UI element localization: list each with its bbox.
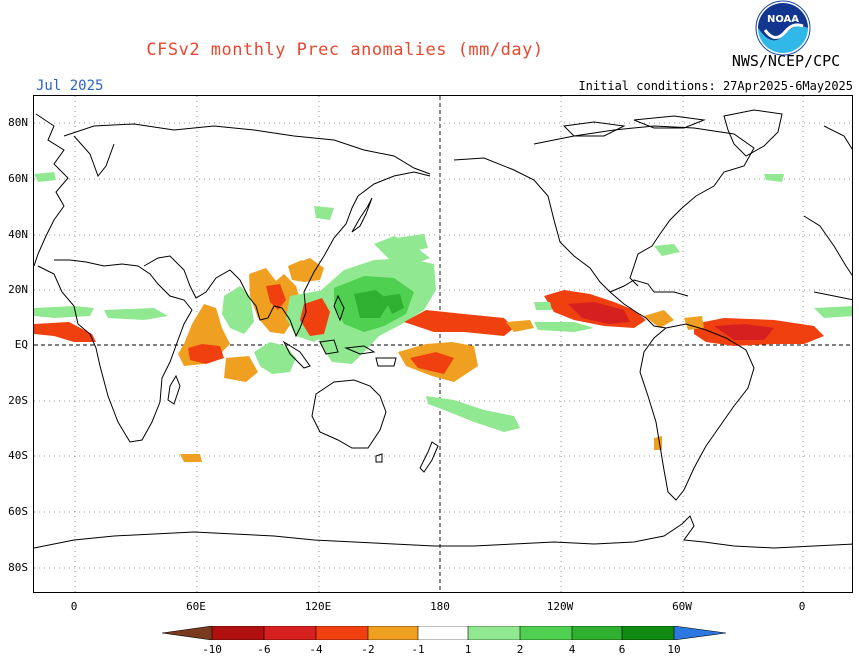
precip-anomalies xyxy=(34,172,852,462)
colorbar-label: -6 xyxy=(257,643,271,656)
lat-label-40s: 40S xyxy=(8,449,28,462)
lat-label-60s: 60S xyxy=(8,505,28,518)
lon-label-180: 180 xyxy=(430,600,450,613)
lat-label-80s: 80S xyxy=(8,561,28,574)
colorbar-label: 4 xyxy=(568,643,576,656)
colorbar-bin xyxy=(264,626,316,640)
lon-label-120e: 120E xyxy=(304,600,332,613)
agency-label: NWS/NCEP/CPC xyxy=(731,52,841,70)
colorbar-bin xyxy=(316,626,368,640)
colorbar-label: -10 xyxy=(202,643,222,656)
colorbar xyxy=(162,626,726,640)
lat-label-80n: 80N xyxy=(8,116,28,129)
lon-label-60e: 60E xyxy=(186,600,206,613)
colorbar-bin xyxy=(572,626,622,640)
anomaly-map xyxy=(34,96,852,592)
colorbar-label: -2 xyxy=(361,643,375,656)
colorbar-bin xyxy=(212,626,264,640)
colorbar-bin xyxy=(520,626,572,640)
lat-label-40n: 40N xyxy=(8,228,28,241)
colorbar-label: -4 xyxy=(309,643,323,656)
colorbar-label: -1 xyxy=(411,643,425,656)
colorbar-label: 10 xyxy=(667,643,681,656)
colorbar-label: 2 xyxy=(516,643,524,656)
initial-conditions: Initial conditions: 27Apr2025-6May2025 xyxy=(578,79,853,93)
colorbar-bin xyxy=(162,626,212,640)
colorbar-label: 6 xyxy=(618,643,626,656)
lat-label-60n: 60N xyxy=(8,172,28,185)
colorbar-bin xyxy=(674,626,726,640)
lat-label-20n: 20N xyxy=(8,283,28,296)
lon-label-60w: 60W xyxy=(672,600,692,613)
map-title: CFSv2 monthly Prec anomalies (mm/day) xyxy=(146,40,544,60)
lon-label-120w: 120W xyxy=(546,600,574,613)
noaa-logo-icon: NOAA xyxy=(755,0,811,56)
forecast-month: Jul 2025 xyxy=(36,78,104,94)
colorbar-bin xyxy=(418,626,468,640)
coastlines xyxy=(34,109,852,549)
colorbar-bin xyxy=(468,626,520,640)
lat-label-20s: 20S xyxy=(8,394,28,407)
map-plot xyxy=(33,95,853,593)
lat-label-eq: EQ xyxy=(14,338,28,351)
colorbar-bin xyxy=(368,626,418,640)
lon-label-0-east: 0 xyxy=(798,600,806,613)
lon-label-0: 0 xyxy=(70,600,78,613)
colorbar-label: 1 xyxy=(464,643,472,656)
svg-text:NOAA: NOAA xyxy=(767,14,799,25)
colorbar-bin xyxy=(622,626,674,640)
